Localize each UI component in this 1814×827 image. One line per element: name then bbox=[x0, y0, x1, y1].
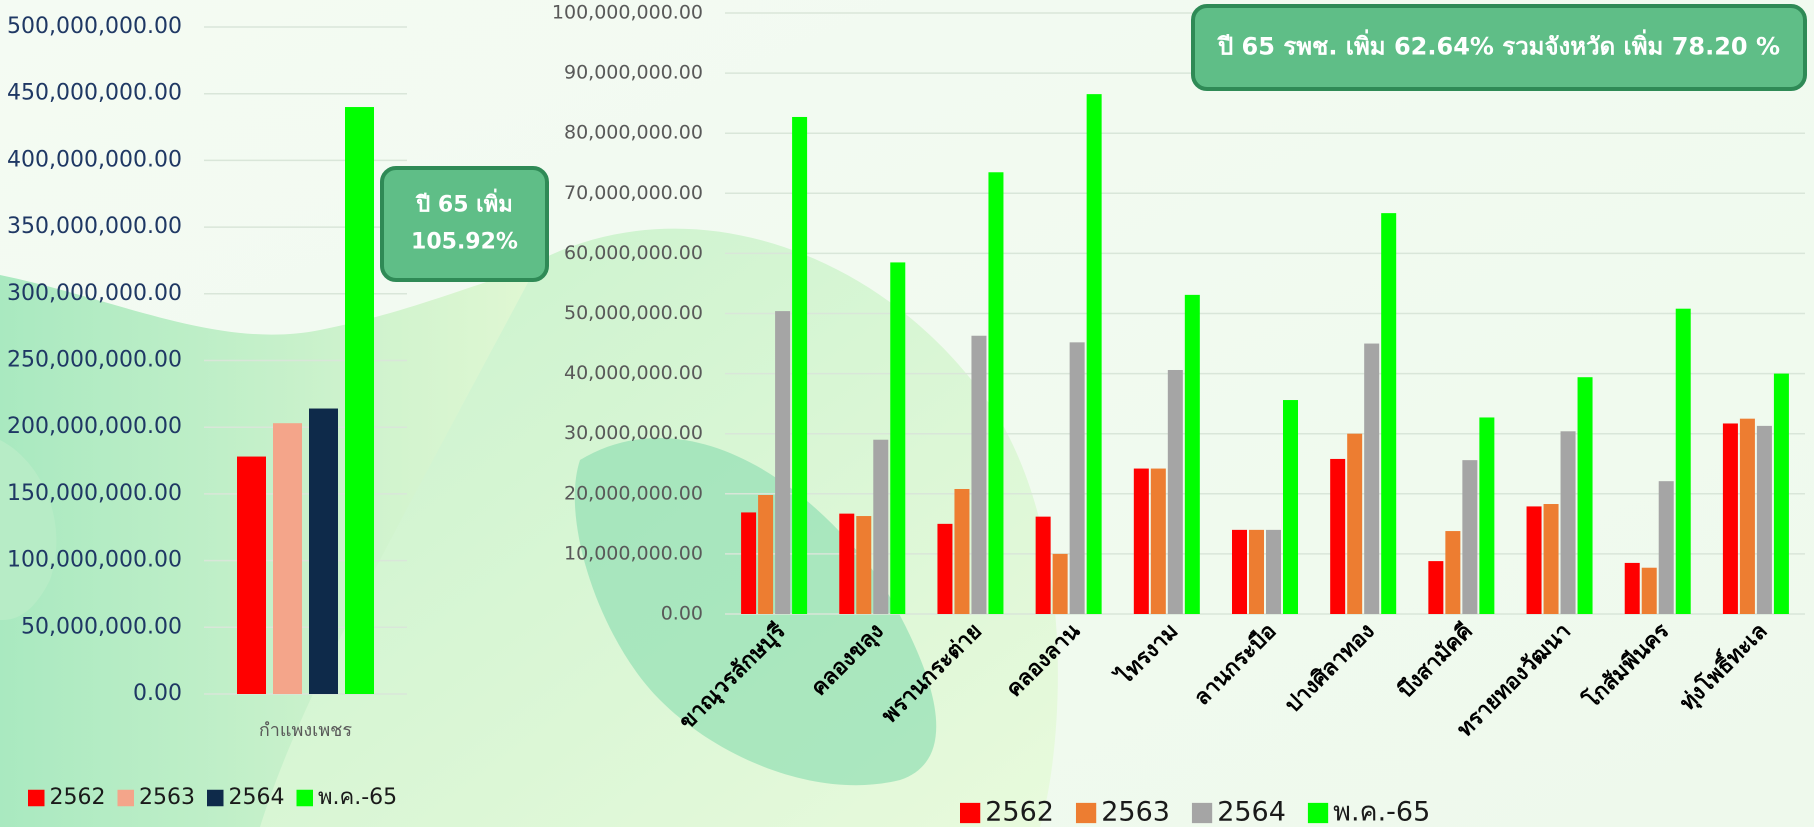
bar bbox=[273, 423, 302, 694]
y-tick-label: 40,000,000.00 bbox=[564, 362, 703, 384]
bar bbox=[1756, 425, 1772, 614]
annotation-box bbox=[1191, 4, 1807, 91]
y-tick-label: 20,000,000.00 bbox=[564, 482, 703, 504]
charts: 0.00 50,000,000.00 100,000,000.00 150,000,0… bbox=[7, 2, 1807, 827]
bar bbox=[1364, 343, 1380, 614]
y-tick-label: 200,000,000.00 bbox=[7, 414, 182, 439]
y-tick-label: 500,000,000.00 bbox=[7, 14, 182, 39]
bar bbox=[1347, 433, 1363, 614]
legend-swatch bbox=[1191, 802, 1213, 824]
legend-label: 2563 bbox=[1101, 797, 1170, 827]
bar bbox=[1560, 431, 1576, 614]
annotation-text: ปี 65 เพิ่ม bbox=[415, 187, 513, 217]
bar bbox=[1445, 531, 1461, 614]
legend-swatch bbox=[117, 789, 134, 807]
legend-swatch bbox=[296, 789, 313, 807]
annotation-box bbox=[380, 166, 549, 282]
bar bbox=[1658, 481, 1674, 614]
bar bbox=[839, 513, 855, 614]
bar bbox=[954, 488, 970, 614]
bar bbox=[1462, 460, 1478, 614]
bar bbox=[345, 107, 374, 695]
bar bbox=[1722, 423, 1738, 614]
bar bbox=[1479, 417, 1495, 614]
y-tick-label: 300,000,000.00 bbox=[7, 281, 182, 306]
bar bbox=[971, 335, 987, 614]
bar bbox=[1330, 458, 1346, 614]
bar bbox=[309, 408, 338, 694]
bar bbox=[873, 439, 889, 614]
bar bbox=[1675, 308, 1691, 614]
bar bbox=[792, 116, 808, 615]
x-tick-label: กำแพงเพชร bbox=[259, 720, 352, 741]
legend-swatch bbox=[28, 789, 45, 807]
bar bbox=[1052, 553, 1068, 614]
legend-label: 2564 bbox=[1217, 797, 1286, 827]
y-tick-label: 80,000,000.00 bbox=[564, 122, 703, 144]
bar bbox=[1283, 400, 1298, 614]
legend-label: 2563 bbox=[139, 785, 195, 810]
bar bbox=[1133, 468, 1149, 614]
y-tick-label: 250,000,000.00 bbox=[7, 348, 182, 373]
bar bbox=[1249, 529, 1264, 614]
bar bbox=[1577, 377, 1593, 614]
y-tick-label: 400,000,000.00 bbox=[7, 147, 182, 172]
legend-label: พ.ค.-65 bbox=[1333, 797, 1430, 827]
bar bbox=[758, 495, 774, 614]
bar bbox=[1641, 567, 1657, 614]
y-tick-label: 450,000,000.00 bbox=[7, 81, 182, 106]
bar bbox=[1381, 213, 1397, 614]
y-tick-label: 0.00 bbox=[133, 681, 182, 706]
y-tick-label: 50,000,000.00 bbox=[21, 614, 182, 639]
legend-label: 2564 bbox=[229, 785, 285, 810]
annotation-text: ปี 65 รพช. เพิ่ม 62.64% รวมจังหวัด เพิ่ม… bbox=[1217, 29, 1780, 61]
legend-swatch bbox=[207, 789, 224, 807]
bar bbox=[237, 456, 266, 694]
background-shape bbox=[0, 440, 57, 620]
bar bbox=[775, 311, 791, 614]
bar bbox=[1069, 342, 1085, 614]
bar bbox=[1428, 561, 1444, 614]
y-tick-label: 90,000,000.00 bbox=[564, 62, 703, 84]
bar bbox=[1035, 516, 1051, 614]
bar bbox=[1184, 294, 1200, 614]
bar bbox=[1739, 418, 1755, 614]
legend-label: 2562 bbox=[50, 785, 106, 810]
y-tick-label: 50,000,000.00 bbox=[564, 302, 703, 324]
bar bbox=[1266, 529, 1281, 614]
y-tick-label: 60,000,000.00 bbox=[564, 242, 703, 264]
y-tick-label: 70,000,000.00 bbox=[564, 182, 703, 204]
legend-label: พ.ค.-65 bbox=[318, 785, 397, 810]
bar bbox=[1543, 504, 1559, 614]
bar bbox=[988, 172, 1004, 614]
y-tick-label: 0.00 bbox=[661, 603, 703, 625]
legend-swatch bbox=[1075, 802, 1097, 824]
y-tick-label: 100,000,000.00 bbox=[552, 2, 703, 24]
bar bbox=[1150, 468, 1166, 614]
annotation-text: 105.92% bbox=[411, 230, 518, 255]
bar bbox=[890, 262, 906, 614]
bar bbox=[1773, 373, 1789, 614]
bar bbox=[741, 512, 757, 614]
bar bbox=[1167, 369, 1183, 614]
y-tick-label: 30,000,000.00 bbox=[564, 422, 703, 444]
y-tick-label: 150,000,000.00 bbox=[7, 481, 182, 506]
bar bbox=[937, 523, 953, 614]
legend-swatch bbox=[960, 802, 981, 824]
legend-label: 2562 bbox=[985, 797, 1054, 827]
bar bbox=[856, 516, 872, 614]
y-tick-label: 100,000,000.00 bbox=[7, 548, 182, 573]
legend-swatch bbox=[1307, 802, 1329, 824]
bar bbox=[1232, 529, 1247, 614]
y-tick-label: 10,000,000.00 bbox=[564, 542, 703, 564]
bar bbox=[1624, 562, 1640, 614]
y-tick-label: 350,000,000.00 bbox=[7, 214, 182, 239]
bar bbox=[1086, 94, 1102, 614]
bar bbox=[1526, 506, 1542, 614]
